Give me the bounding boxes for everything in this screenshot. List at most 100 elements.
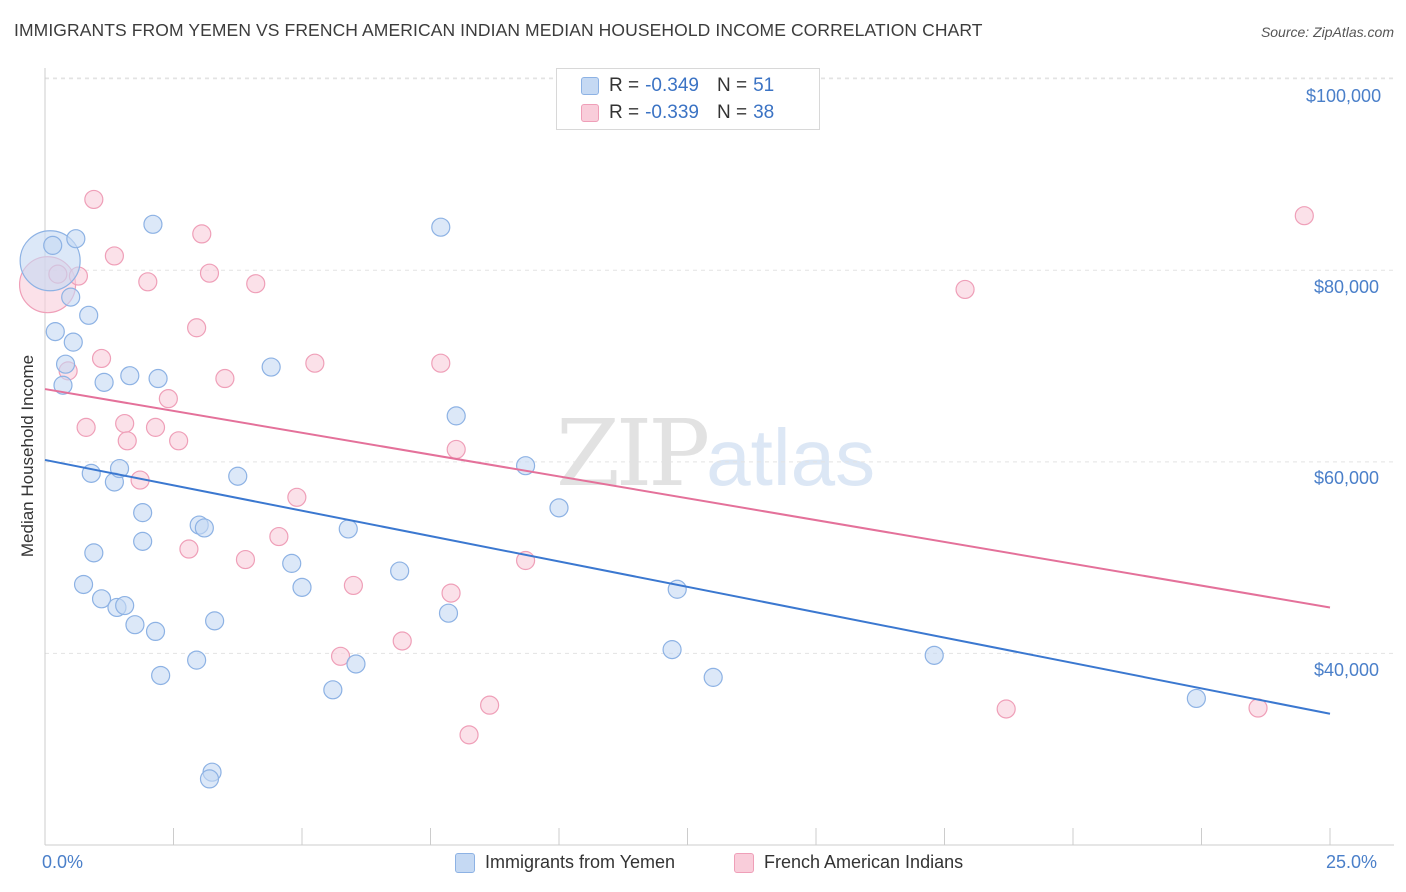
data-point-yemen	[1186, 688, 1206, 709]
data-point-french-american-indians	[138, 272, 158, 292]
data-point-yemen	[148, 368, 168, 389]
data-point-french-american-indians	[115, 413, 135, 434]
legend-n-label: N =	[716, 75, 748, 96]
legend-r-label: R =	[609, 75, 640, 96]
y-tick-label: $60,000	[1314, 468, 1380, 488]
source-credit: Source: ZipAtlas.com	[1260, 24, 1394, 40]
series-yemen-points	[19, 214, 1206, 789]
series-legend-yemen: Immigrants from Yemen	[455, 852, 675, 873]
data-point-french-american-indians	[287, 487, 307, 507]
data-point-yemen	[703, 667, 723, 687]
legend-n-value: 38	[753, 102, 775, 123]
watermark-atlas: atlas	[706, 413, 876, 502]
data-point-french-american-indians	[84, 189, 104, 210]
data-point-yemen	[549, 498, 569, 518]
data-point-french-american-indians	[955, 279, 975, 300]
legend-n-label: N =	[716, 102, 748, 123]
series-french-american-indians-points	[18, 189, 1314, 745]
series-legend-swatch-blue	[455, 852, 475, 873]
data-point-yemen	[292, 577, 312, 597]
data-point-yemen	[94, 372, 114, 392]
series-legend-label: French American Indians	[764, 852, 964, 872]
legend-swatch-pink	[581, 104, 599, 122]
data-point-french-american-indians	[91, 348, 112, 369]
data-point-yemen	[446, 406, 466, 426]
data-point-yemen	[53, 375, 73, 395]
legend-n-value: 51	[753, 75, 775, 96]
data-point-yemen	[199, 769, 220, 789]
trend-lines	[44, 388, 1331, 715]
data-point-yemen	[143, 214, 163, 234]
data-point-french-american-indians	[480, 695, 500, 715]
data-point-french-american-indians	[199, 263, 220, 283]
data-point-french-american-indians	[169, 431, 189, 451]
data-point-french-american-indians	[215, 368, 235, 389]
data-point-yemen	[61, 287, 81, 307]
chart-title: IMMIGRANTS FROM YEMEN VS FRENCH AMERICAN…	[14, 20, 983, 40]
data-point-yemen	[133, 531, 153, 551]
data-point-yemen	[125, 615, 145, 635]
data-point-yemen	[43, 235, 63, 255]
data-point-french-american-indians	[145, 417, 166, 437]
data-point-yemen	[187, 650, 207, 670]
data-point-french-american-indians	[996, 699, 1016, 719]
data-point-yemen	[120, 366, 140, 386]
data-point-yemen	[145, 621, 166, 642]
y-tick-label: $100,000	[1306, 86, 1382, 106]
data-point-yemen	[282, 553, 302, 573]
series-legend-label: Immigrants from Yemen	[485, 852, 676, 872]
data-point-yemen	[63, 332, 83, 352]
data-point-yemen	[19, 230, 81, 292]
data-point-yemen	[55, 354, 76, 374]
data-point-yemen	[79, 305, 99, 325]
correlation-legend: R = -0.349 N = 51 R = -0.339 N = 38	[556, 68, 820, 130]
data-point-french-american-indians	[330, 646, 351, 666]
legend-r-label: R =	[609, 102, 640, 123]
x-tick-label-min: 0.0%	[42, 852, 84, 872]
legend-r-value: -0.339	[645, 102, 699, 123]
data-point-french-american-indians	[104, 246, 124, 266]
x-tick-label-max: 25.0%	[1326, 852, 1378, 872]
data-point-yemen	[115, 595, 135, 616]
data-point-french-american-indians	[192, 224, 212, 244]
data-point-yemen	[431, 217, 451, 237]
data-point-french-american-indians	[117, 431, 137, 451]
y-tick-label: $80,000	[1314, 277, 1380, 297]
data-point-yemen	[228, 466, 248, 486]
data-point-french-american-indians	[269, 526, 289, 547]
data-point-yemen	[346, 654, 366, 674]
data-point-yemen	[438, 603, 459, 623]
data-point-french-american-indians	[179, 539, 199, 559]
data-point-yemen	[924, 645, 944, 665]
trend-line-yemen	[44, 458, 1331, 715]
data-point-yemen	[45, 322, 65, 342]
data-point-yemen	[662, 640, 682, 660]
data-point-yemen	[84, 543, 104, 563]
data-point-french-american-indians	[441, 583, 461, 603]
trend-line-french-american-indians	[44, 388, 1331, 609]
legend-swatch-blue	[581, 77, 599, 95]
legend-r-value: -0.349	[645, 75, 699, 96]
data-point-french-american-indians	[459, 725, 479, 745]
data-point-french-american-indians	[235, 549, 256, 570]
data-point-french-american-indians	[392, 631, 412, 651]
data-point-yemen	[151, 665, 171, 686]
y-axis-label: Median Household Income	[18, 354, 37, 558]
data-point-yemen	[91, 589, 112, 609]
data-point-french-american-indians	[246, 274, 266, 294]
data-point-yemen	[205, 611, 225, 631]
data-point-yemen	[338, 519, 358, 539]
data-point-yemen	[323, 680, 343, 700]
data-point-yemen	[194, 518, 214, 538]
data-point-french-american-indians	[431, 353, 451, 373]
legend-row-french-american-indians: R = -0.339 N = 38	[581, 101, 774, 125]
data-point-yemen	[390, 561, 410, 581]
data-point-french-american-indians	[76, 417, 96, 437]
series-legend-french-american-indians: French American Indians	[734, 852, 963, 873]
data-point-french-american-indians	[158, 389, 178, 409]
data-point-french-american-indians	[305, 353, 325, 373]
data-point-yemen	[133, 503, 153, 523]
legend-row-yemen: R = -0.349 N = 51	[581, 74, 774, 98]
data-point-yemen	[66, 229, 86, 249]
